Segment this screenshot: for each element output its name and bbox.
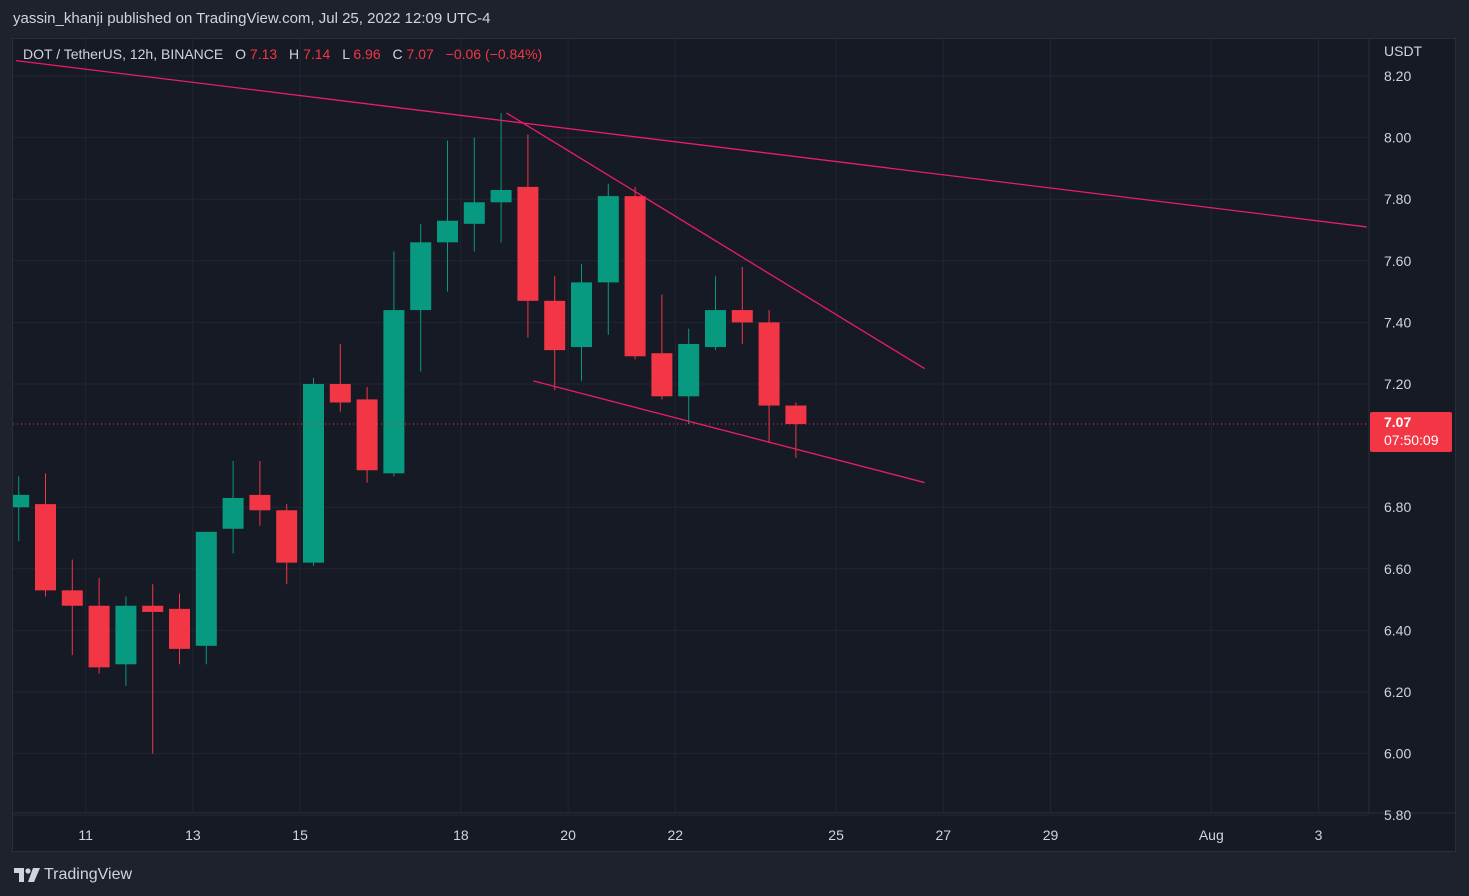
time-tick-label: 13 [185,827,201,843]
candle-body-up [410,242,432,311]
candle-body-down [517,186,539,301]
time-tick-label: 22 [668,827,684,843]
low-value: 6.96 [353,46,380,62]
last-price-box [1370,412,1452,453]
candle-countdown: 07:50:09 [1384,432,1439,448]
candle-body-down [276,510,298,563]
candle-body-up [437,220,458,243]
price-tick-label: 8.00 [1384,130,1411,146]
time-tick-label: 3 [1315,827,1323,843]
price-tick-label: 7.80 [1384,191,1411,207]
price-tick-label: 6.20 [1384,684,1411,700]
candle-body-down [758,322,780,406]
candle-body-down [329,384,351,403]
candle-body-up [678,343,700,397]
candle-body-down [624,196,646,357]
time-tick-label: 20 [560,827,576,843]
candle-body-up [195,531,217,646]
candle-body-up [597,196,619,283]
candle-body-down [35,504,56,591]
candle-body-down [651,353,673,397]
trendline [533,380,925,484]
published-header: yassin_khanji published on TradingView.c… [0,0,1469,38]
time-axis[interactable]: 11 13 15 18 20 22 25 27 29 Aug 3 [78,827,1322,843]
trendline [506,112,925,370]
open-label: O [235,46,246,62]
candles [8,112,807,754]
time-tick-label: 11 [78,827,93,843]
candlestick-chart[interactable]: USDT 8.20 8.00 7.80 7.60 7.40 7.20 6.80 6.60 6.4… [8,39,1455,851]
candle-body-down [544,300,566,351]
trendline [15,59,1367,228]
candle-body-down [142,605,164,612]
time-tick-label: 25 [828,827,844,843]
candle-body-down [356,399,378,471]
candle-body-up [490,189,512,203]
price-tick-label: 7.20 [1384,376,1411,392]
low-label: L [342,46,350,62]
candle-body-up [115,605,137,665]
tradingview-logo-icon [14,868,40,882]
candle-body-up [8,494,30,508]
candle-body-up [463,202,485,224]
time-tick-label: Aug [1199,827,1224,843]
price-tick-label: 8.20 [1384,68,1411,84]
candle-body-up [571,282,592,348]
published-text: yassin_khanji published on TradingView.c… [13,10,491,27]
price-tick-label: 6.40 [1384,622,1411,638]
time-tick-label: 18 [453,827,469,843]
price-tick-label: 5.80 [1384,807,1411,823]
candle-body-up [222,497,244,529]
close-label: C [393,46,403,62]
price-tick-label: 6.80 [1384,499,1411,515]
high-label: H [289,46,299,62]
candle-body-down [785,405,807,425]
price-tick-label: 7.40 [1384,314,1411,330]
candle-body-down [169,608,190,649]
candle-body-down [731,310,753,323]
price-axis[interactable]: USDT 8.20 8.00 7.80 7.60 7.40 7.20 6.80 6.60 6.4… [1384,43,1423,823]
grid-lines [13,39,1369,816]
trendlines[interactable] [15,59,1367,484]
candle-body-down [249,494,271,511]
symbol-legend: DOT / TetherUS, 12h, BINANCE O 7.13 H 7.… [23,46,542,62]
symbol-info: DOT / TetherUS, 12h, BINANCE [23,46,223,62]
last-price-label: 7.07 07:50:09 [1370,412,1452,453]
time-tick-label: 27 [936,827,952,843]
time-tick-label: 15 [292,827,308,843]
change-value: −0.06 (−0.84%) [446,46,543,62]
last-price-value: 7.07 [1384,414,1411,430]
candle-body-down [88,605,110,668]
candle-body-down [61,590,83,606]
candle-body-up [303,384,324,563]
footer-brand-text: TradingView [44,866,133,883]
price-tick-label: 7.60 [1384,253,1411,269]
time-tick-label: 29 [1043,827,1059,843]
price-axis-currency: USDT [1384,43,1423,59]
open-value: 7.13 [250,46,277,62]
close-value: 7.07 [407,46,434,62]
chart-frame[interactable]: USDT 8.20 8.00 7.80 7.60 7.40 7.20 6.80 6.60 6.4… [8,38,1456,852]
price-tick-label: 6.60 [1384,561,1411,577]
price-tick-label: 6.00 [1384,746,1411,762]
candle-body-up [383,310,405,474]
footer-branding[interactable]: TradingView [14,864,132,886]
candle-body-up [705,310,726,348]
high-value: 7.14 [303,46,330,62]
